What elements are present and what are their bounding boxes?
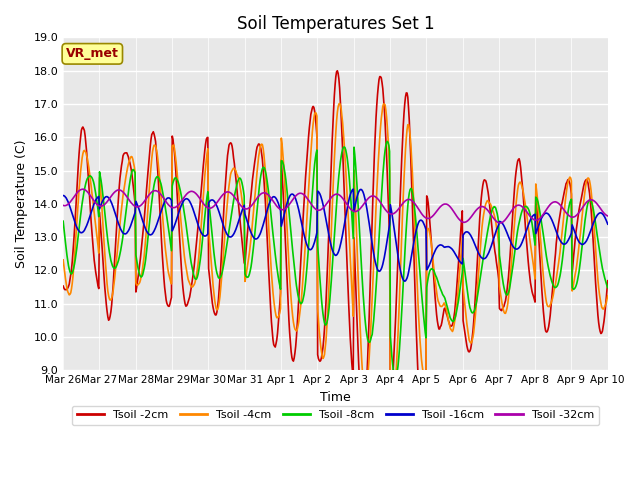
Tsoil -8cm — [69, 268, 77, 274]
Tsoil -4cm — [604, 293, 612, 299]
Tsoil -8cm — [403, 214, 411, 219]
Line: Tsoil -4cm: Tsoil -4cm — [63, 103, 608, 409]
Tsoil -32cm — [126, 198, 134, 204]
Title: Soil Temperatures Set 1: Soil Temperatures Set 1 — [237, 15, 435, 33]
Tsoil -4cm — [69, 273, 77, 279]
Line: Tsoil -8cm: Tsoil -8cm — [63, 142, 608, 377]
Tsoil -4cm — [387, 407, 395, 412]
Text: VR_met: VR_met — [66, 48, 119, 60]
Tsoil -32cm — [181, 193, 189, 199]
Tsoil -32cm — [60, 203, 67, 208]
Line: Tsoil -2cm: Tsoil -2cm — [63, 71, 608, 422]
Tsoil -4cm — [209, 283, 217, 289]
Tsoil -32cm — [403, 197, 410, 203]
Y-axis label: Soil Temperature (C): Soil Temperature (C) — [15, 140, 28, 268]
Tsoil -16cm — [403, 275, 411, 281]
Tsoil -2cm — [209, 305, 217, 311]
Tsoil -8cm — [604, 285, 612, 290]
Tsoil -4cm — [60, 257, 67, 263]
Tsoil -2cm — [403, 90, 411, 96]
Tsoil -4cm — [125, 159, 133, 165]
Tsoil -8cm — [392, 374, 399, 380]
X-axis label: Time: Time — [320, 391, 351, 404]
Tsoil -4cm — [403, 127, 411, 132]
Tsoil -4cm — [180, 253, 188, 259]
Tsoil -2cm — [69, 249, 77, 255]
Tsoil -2cm — [180, 297, 188, 302]
Tsoil -4cm — [419, 368, 427, 374]
Tsoil -2cm — [419, 409, 427, 415]
Tsoil -8cm — [419, 306, 427, 312]
Tsoil -2cm — [604, 278, 612, 284]
Tsoil -16cm — [604, 221, 612, 227]
Tsoil -16cm — [180, 197, 188, 203]
Legend: Tsoil -2cm, Tsoil -4cm, Tsoil -8cm, Tsoil -16cm, Tsoil -32cm: Tsoil -2cm, Tsoil -4cm, Tsoil -8cm, Tsoi… — [72, 406, 599, 425]
Tsoil -32cm — [497, 220, 504, 226]
Tsoil -16cm — [401, 278, 408, 284]
Tsoil -8cm — [180, 211, 188, 216]
Tsoil -16cm — [60, 192, 67, 198]
Tsoil -16cm — [349, 186, 357, 192]
Tsoil -16cm — [419, 219, 427, 225]
Tsoil -8cm — [383, 139, 391, 144]
Tsoil -16cm — [209, 197, 217, 203]
Tsoil -32cm — [79, 186, 86, 192]
Tsoil -16cm — [69, 214, 77, 219]
Tsoil -32cm — [210, 204, 218, 209]
Tsoil -2cm — [359, 420, 367, 425]
Tsoil -32cm — [604, 213, 612, 219]
Tsoil -2cm — [333, 68, 341, 73]
Tsoil -8cm — [125, 184, 133, 190]
Tsoil -32cm — [69, 195, 77, 201]
Tsoil -2cm — [60, 283, 67, 289]
Tsoil -2cm — [125, 157, 133, 163]
Tsoil -8cm — [209, 242, 217, 248]
Tsoil -4cm — [336, 100, 344, 106]
Line: Tsoil -32cm: Tsoil -32cm — [63, 189, 608, 223]
Tsoil -8cm — [60, 218, 67, 224]
Tsoil -16cm — [125, 227, 133, 232]
Tsoil -32cm — [419, 212, 426, 217]
Line: Tsoil -16cm: Tsoil -16cm — [63, 189, 608, 281]
